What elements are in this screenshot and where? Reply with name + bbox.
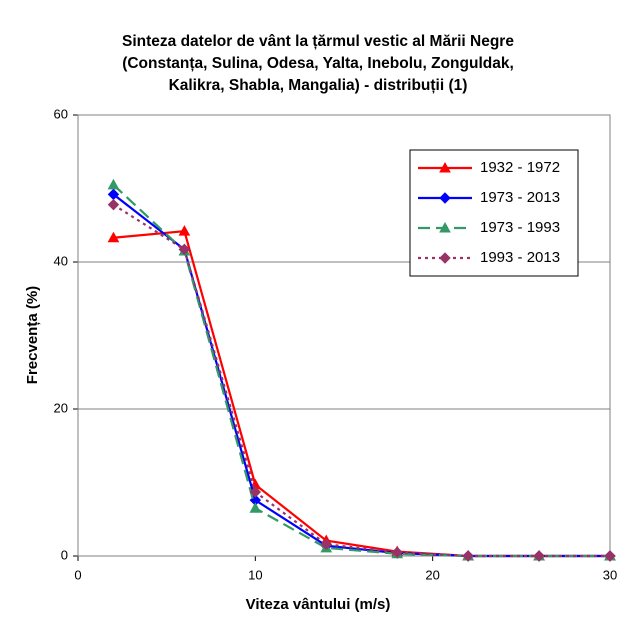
marker — [320, 538, 332, 550]
y-tick-label: 40 — [54, 253, 68, 268]
y-tick-label: 0 — [61, 547, 68, 562]
marker — [178, 243, 191, 256]
x-axis-title: Viteza vântului (m/s) — [246, 596, 391, 613]
chart-title: (Constanța, Sulina, Odesa, Yalta, Inebol… — [122, 55, 514, 72]
marker — [391, 546, 403, 559]
x-tick-label: 0 — [74, 567, 81, 582]
marker — [107, 178, 120, 190]
marker — [439, 252, 451, 264]
marker — [439, 221, 451, 233]
legend-label: 1973 - 2013 — [480, 189, 560, 206]
marker — [439, 161, 451, 173]
y-tick-label: 60 — [54, 106, 68, 121]
marker — [178, 225, 191, 236]
legend-label: 1932 - 1972 — [480, 159, 560, 176]
marker — [249, 502, 262, 513]
legend-label: 1993 - 2013 — [480, 249, 560, 266]
x-tick-label: 20 — [425, 567, 439, 582]
marker — [462, 550, 474, 562]
marker — [107, 198, 120, 211]
chart-title: Sinteza datelor de vânt la țărmul vestic… — [122, 33, 514, 50]
plot-frame — [77, 114, 611, 557]
marker — [107, 231, 120, 243]
series-line — [112, 203, 610, 558]
marker — [249, 486, 262, 498]
legend-box — [409, 149, 579, 277]
legend-label: 1973 - 1993 — [480, 219, 560, 236]
x-tick-label: 30 — [603, 567, 617, 582]
marker — [439, 192, 451, 204]
marker — [533, 550, 545, 562]
x-tick-label: 10 — [248, 567, 262, 582]
chart-title: Kalikra, Shabla, Mangalia) - distribuții… — [169, 77, 468, 94]
y-tick-label: 20 — [54, 400, 68, 415]
y-axis-title: Frecvența (%) — [24, 286, 41, 384]
marker — [604, 550, 616, 562]
legend: 1932 - 1972 1973 - 2013 1973 - 1993 1993 - … — [409, 149, 579, 277]
